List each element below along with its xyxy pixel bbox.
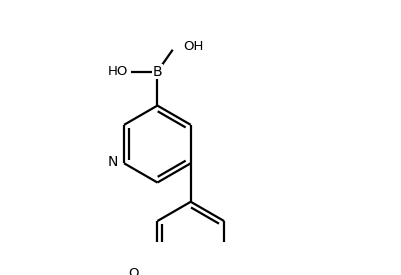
Text: HO: HO (107, 65, 128, 78)
Text: N: N (108, 155, 118, 169)
Text: OH: OH (183, 40, 203, 53)
Text: O: O (128, 267, 138, 275)
Text: B: B (153, 65, 162, 79)
